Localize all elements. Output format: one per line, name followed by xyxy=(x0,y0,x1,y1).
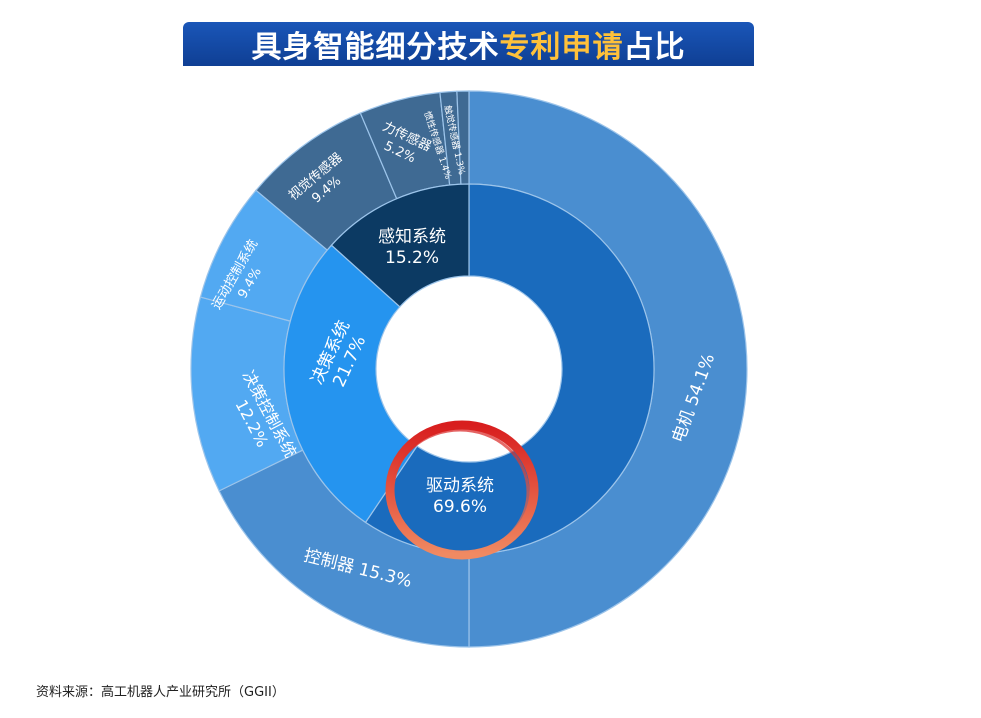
chart-title: 具身智能细分技术专利申请占比 xyxy=(252,22,686,66)
title-highlight: 专利申请 xyxy=(499,30,624,65)
title-prefix: 具身智能细分技术 xyxy=(251,30,500,65)
label-drive-name: 驱动系统 xyxy=(426,476,494,496)
label-drive-value: 69.6% xyxy=(433,497,487,517)
inner-segment-2 xyxy=(330,183,470,308)
source-note: 资料来源：高工机器人产业研究所（GGII） xyxy=(36,685,285,700)
annotation-marks xyxy=(385,420,539,560)
label-perception-name: 感知系统 xyxy=(378,227,446,247)
label-perception-value: 15.2% xyxy=(385,248,439,268)
outer-ring xyxy=(190,90,748,648)
inner-segment-1 xyxy=(283,244,418,524)
inner-ring xyxy=(283,183,655,555)
title-banner: 具身智能细分技术专利申请占比 xyxy=(183,22,754,66)
highlight-circle-inner-stroke xyxy=(390,428,530,556)
title-suffix: 占比 xyxy=(623,30,686,65)
